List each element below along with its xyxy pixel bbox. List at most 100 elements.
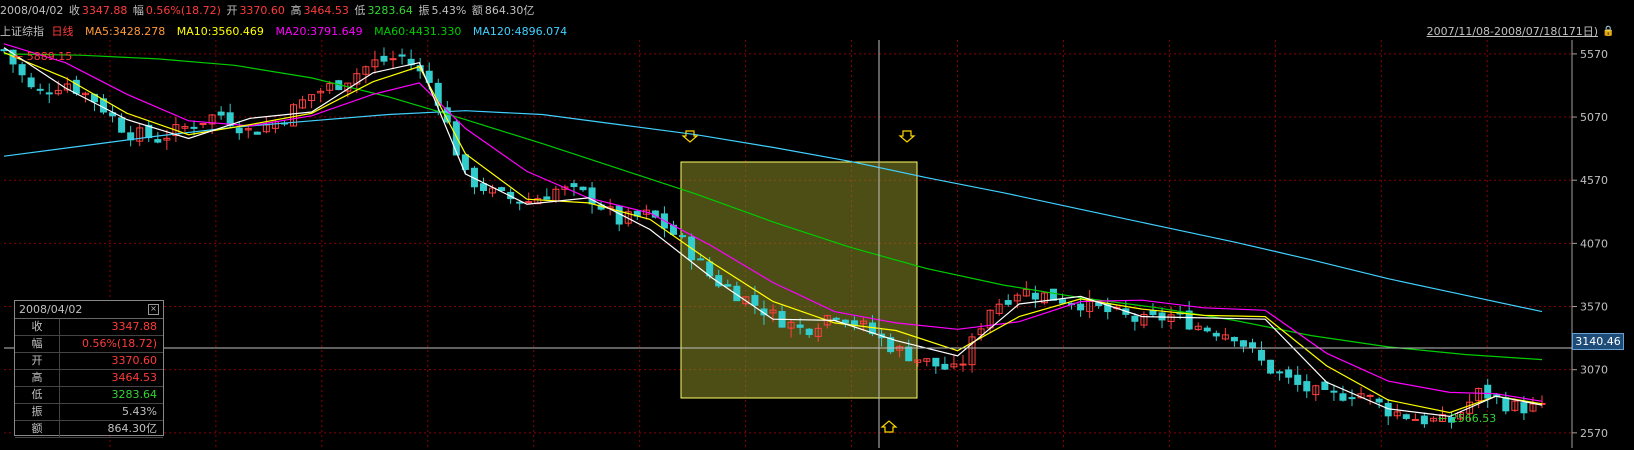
info-row-value: 3283.64 [111, 388, 158, 401]
info-row-value: 864.30亿 [107, 422, 158, 435]
candle-body [326, 83, 334, 91]
candle-body [1059, 299, 1067, 304]
candle-body [1420, 415, 1428, 425]
ma60-label: MA60:4431.330 [374, 25, 462, 38]
candle-body [923, 358, 931, 362]
candle-body [1520, 402, 1528, 414]
lock-icon[interactable]: 🔒 [1602, 26, 1615, 37]
date-range[interactable]: 2007/11/08-2008/07/18(171日) [1426, 25, 1598, 38]
candle-body [543, 196, 551, 200]
candle-body [1149, 310, 1157, 315]
candle-body [1339, 393, 1347, 401]
candle-body [190, 126, 198, 129]
candle-body [1366, 394, 1374, 397]
candle-body [1411, 418, 1419, 421]
candle-body [1276, 371, 1284, 374]
candle-body [796, 324, 804, 328]
candle-body [995, 303, 1003, 314]
candle-body [733, 285, 741, 302]
y-tick-label: 3070 [1580, 364, 1608, 377]
candle-body [290, 104, 298, 127]
candle-body [380, 55, 388, 62]
amp-value: 5.43% [431, 4, 467, 17]
candle-body [217, 111, 225, 116]
info-row: 额 864.30亿 [15, 421, 163, 438]
y-tick-label: 4070 [1580, 237, 1608, 250]
candle-body [624, 211, 632, 224]
candle-body [244, 128, 252, 131]
candle-body [887, 337, 895, 353]
low-label: 低 [354, 4, 366, 17]
open-value: 3370.60 [239, 4, 285, 17]
candle-body [489, 187, 497, 194]
info-row-value: 5.43% [122, 405, 157, 418]
candle-body [118, 117, 126, 133]
candle-body [534, 198, 542, 205]
period-label[interactable]: 日线 [51, 25, 74, 38]
candle-body [1330, 390, 1338, 393]
ma5-line [3, 47, 1543, 418]
y-tick-label: 4570 [1580, 174, 1608, 187]
ma20-line [3, 43, 1543, 402]
candle-body [461, 154, 469, 170]
candle-body [859, 320, 867, 325]
candle-body [977, 328, 985, 336]
candle-body [1484, 384, 1492, 399]
index-name[interactable]: 上证综指 [0, 25, 44, 38]
candle-body [425, 70, 433, 83]
candle-body [353, 73, 361, 85]
candle-body [1230, 336, 1238, 342]
candle-body [1511, 400, 1519, 411]
amp-label: 振 [418, 4, 430, 17]
candle-body [1185, 310, 1193, 330]
candle-body [724, 284, 732, 287]
candle-body [398, 54, 406, 57]
info-panel-header: 2008/04/02 × [15, 301, 163, 319]
candle-body [959, 363, 967, 366]
candle-body [1285, 369, 1293, 378]
candle-body [36, 88, 44, 91]
candle-body [697, 258, 705, 261]
candle-body [507, 191, 515, 200]
ma120-label: MA120:4896.074 [472, 25, 568, 38]
ma10-line [3, 52, 1543, 414]
info-row-value: 0.56%(18.72) [81, 337, 157, 350]
candle-body [525, 201, 533, 204]
candle-body [760, 308, 768, 316]
candle-body [81, 92, 89, 96]
candle-body [1402, 414, 1410, 419]
candle-body [1312, 385, 1320, 396]
info-row-label: 高 [15, 370, 60, 386]
info-row: 收 3347.88 [15, 319, 163, 336]
candle-body [1294, 374, 1302, 385]
info-row-value: 3370.60 [111, 354, 158, 367]
info-row-label: 低 [15, 387, 60, 403]
ma120-line [3, 110, 1543, 313]
ma10-label: MA10:3560.469 [176, 25, 264, 38]
candle-body [1475, 388, 1483, 402]
info-row: 低 3283.64 [15, 387, 163, 404]
close-icon[interactable]: × [148, 304, 159, 315]
candle-body [154, 139, 162, 143]
candle-body [18, 64, 26, 76]
candle-body [136, 127, 144, 142]
candle-body [1466, 401, 1474, 414]
info-panel-date: 2008/04/02 [19, 303, 83, 316]
candle-body [1167, 314, 1175, 322]
candle-body [1040, 292, 1048, 304]
candle-body [163, 137, 171, 141]
candle-body [479, 183, 487, 192]
candle-body [226, 112, 234, 127]
candle-body [299, 99, 307, 109]
candle-body [814, 327, 822, 337]
info-row-label: 开 [15, 353, 60, 369]
candle-body [1348, 397, 1356, 400]
y-tick-label: 3570 [1580, 301, 1608, 314]
candle-body [841, 319, 849, 324]
candle-body [0, 49, 8, 52]
candle-body [905, 346, 913, 362]
candle-body [27, 77, 35, 88]
candle-body [1529, 403, 1537, 412]
candle-body [181, 126, 189, 129]
